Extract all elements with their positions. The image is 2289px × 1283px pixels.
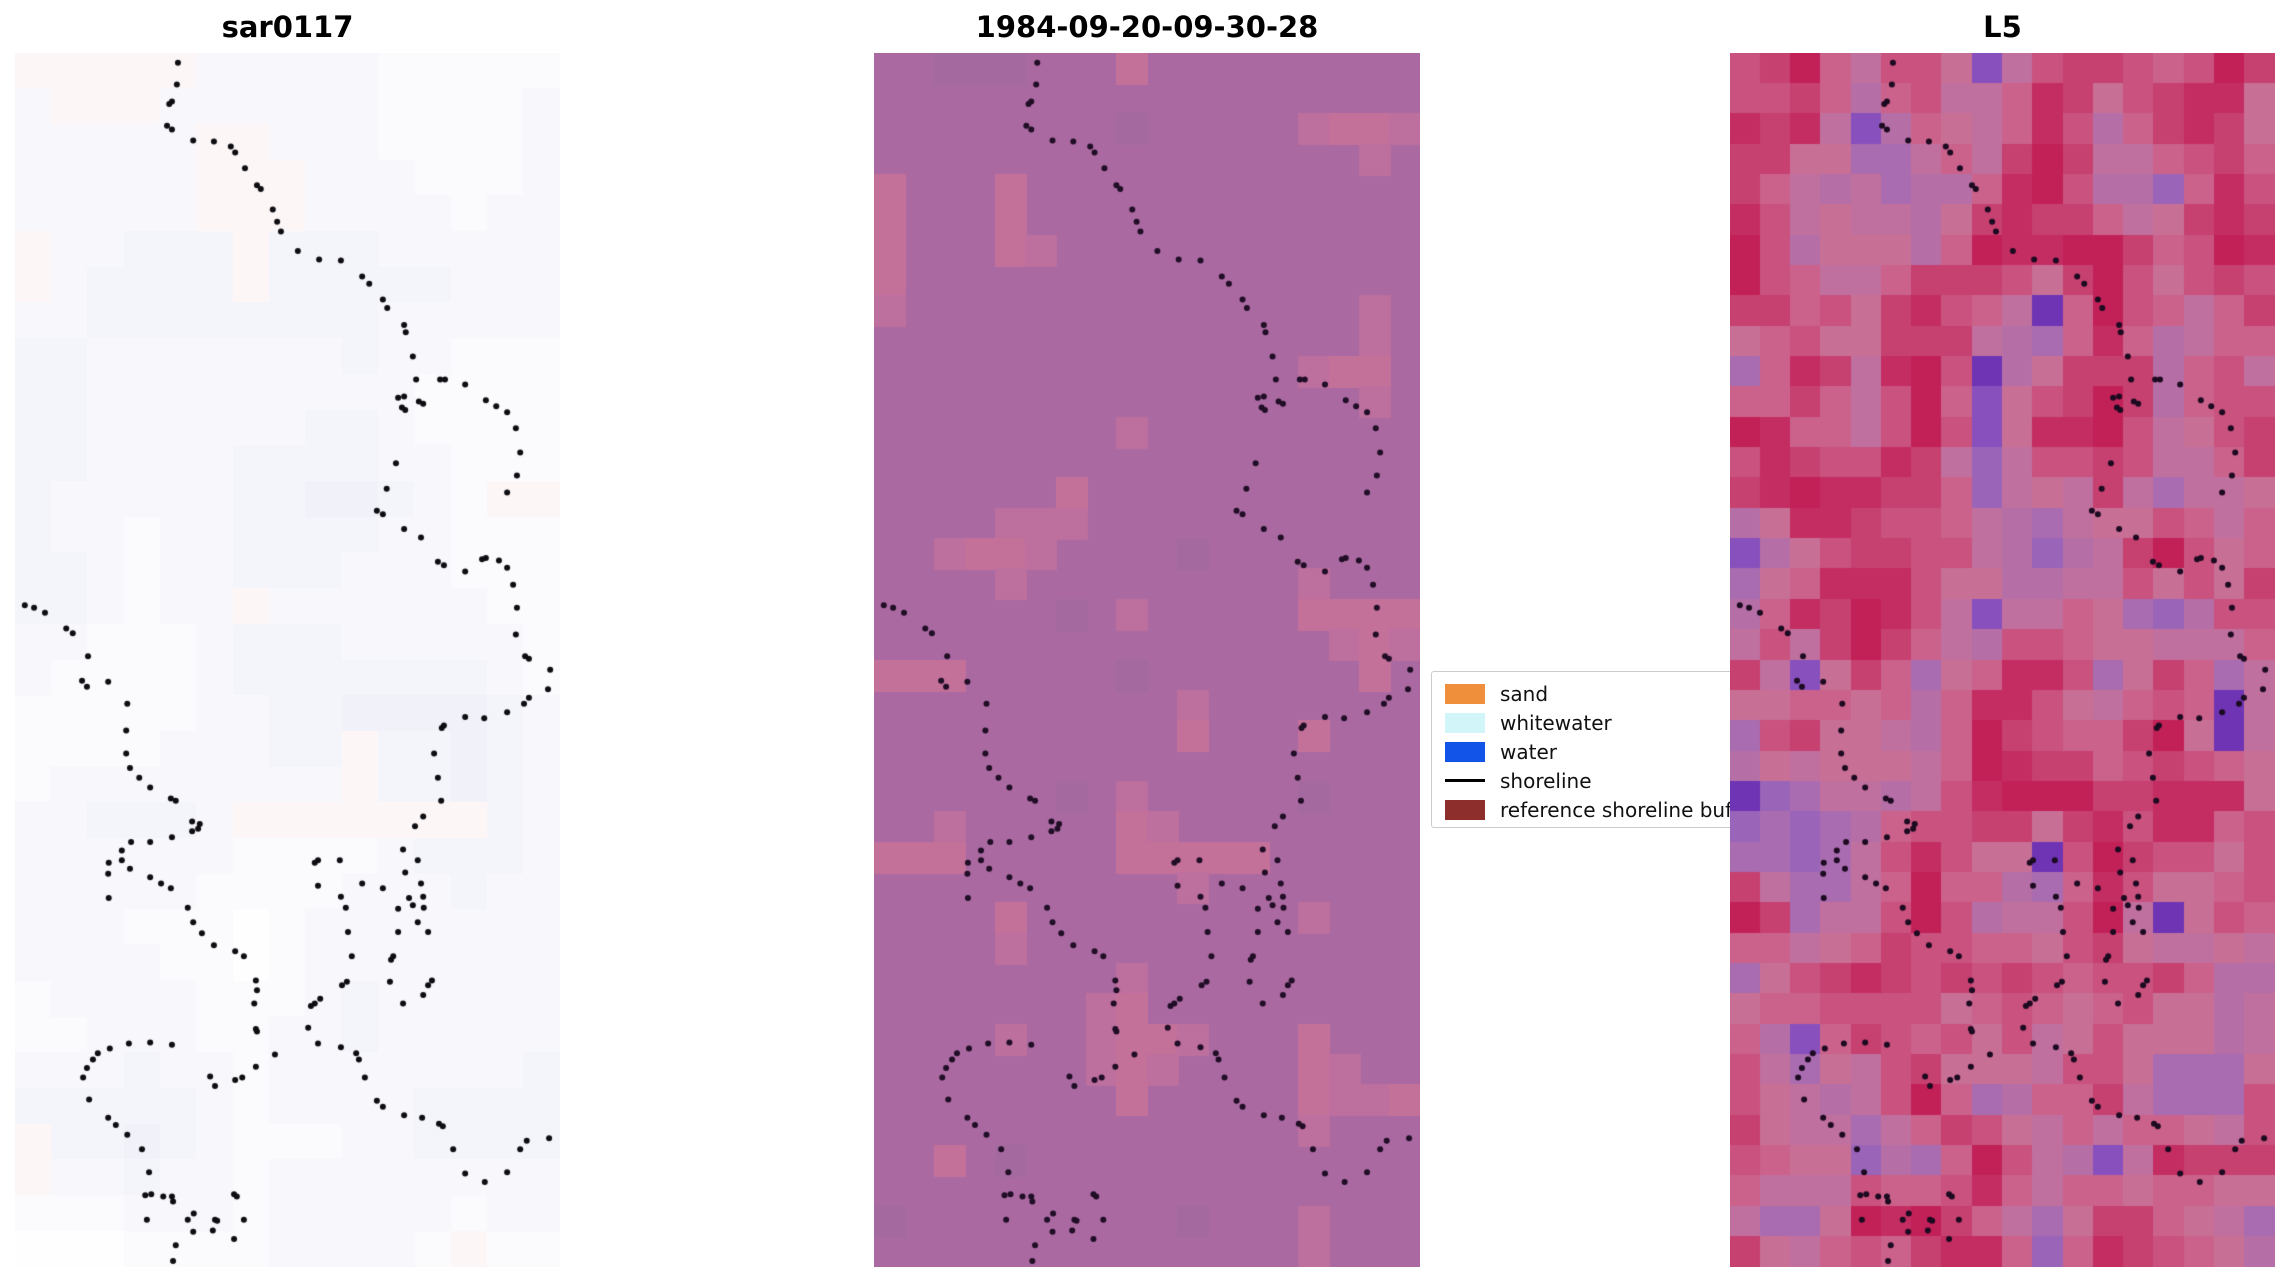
panel-title-date: 1984-09-20-09-30-28 (975, 10, 1319, 44)
legend-label: shoreline (1500, 768, 1592, 793)
l5-image-panel (1730, 53, 2275, 1267)
legend-label: whitewater (1500, 710, 1612, 735)
legend-item: sand (1445, 679, 1782, 708)
legend: sand whitewater water shoreline reference sh… (1431, 671, 1783, 828)
legend-label: water (1500, 739, 1557, 764)
classified-image-panel (874, 53, 1420, 1267)
legend-item: reference shoreline buffer (1445, 795, 1782, 824)
sar-image-panel (15, 53, 560, 1267)
legend-swatch-whitewater (1445, 712, 1485, 733)
legend-swatch-sand (1445, 683, 1485, 704)
legend-items: sand whitewater water shoreline reference sh… (1445, 679, 1782, 824)
legend-swatch-water (1445, 741, 1485, 762)
legend-label: reference shoreline buffer (1500, 797, 1760, 822)
legend-swatch-shoreline (1445, 779, 1485, 782)
legend-label: sand (1500, 681, 1549, 706)
legend-item: water (1445, 737, 1782, 766)
legend-item: shoreline (1445, 766, 1782, 795)
legend-item: whitewater (1445, 708, 1782, 737)
legend-swatch-reference (1445, 799, 1485, 820)
panel-title-sar0117: sar0117 (221, 10, 354, 44)
panel-title-l5: L5 (1983, 10, 2022, 44)
